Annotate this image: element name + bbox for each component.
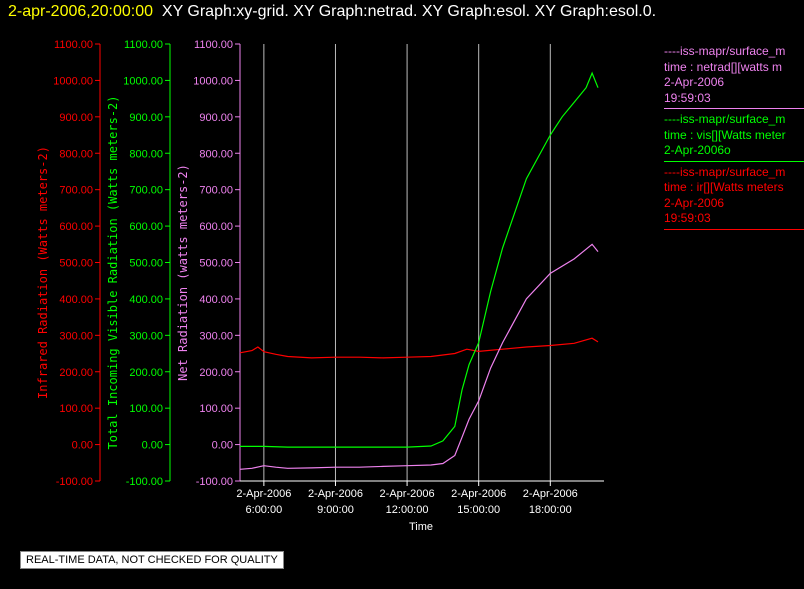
- x-tick-label-date: 2-Apr-2006: [523, 488, 578, 500]
- y-tick-label-ir: 900.00: [59, 112, 93, 124]
- x-axis-title: Time: [409, 521, 433, 533]
- timestamp: 2-apr-2006,20:00:00: [8, 3, 153, 20]
- y-tick-label-net: 900.00: [199, 112, 233, 124]
- series-line-vis: [240, 71, 599, 448]
- y-axis-net: 1100.00 1000.00 900.00 800.00 700.00 600.00 50…: [176, 39, 241, 488]
- y-tick-label-vis: 1000.00: [123, 75, 163, 87]
- legend-entry: ----iss-mapr/surface_m time : netrad[][wa…: [664, 44, 804, 109]
- legend-line: 19:59:03: [664, 90, 711, 105]
- y-tick-label-ir: 700.00: [59, 185, 93, 197]
- legend-line: ----iss-mapr/surface_m: [664, 44, 786, 58]
- x-tick-label-date: 2-Apr-2006: [451, 488, 506, 500]
- x-tick-label-time: 15:00:00: [457, 504, 500, 516]
- y-tick-label-vis: 100.00: [129, 403, 163, 415]
- y-tick-label-vis: 500.00: [129, 258, 163, 270]
- x-tick-label-time: 6:00:00: [246, 504, 283, 516]
- y-tick-label-ir: 0.00: [72, 440, 93, 452]
- y-tick-label-net: 200.00: [199, 367, 233, 379]
- y-tick-label-vis: 700.00: [129, 185, 163, 197]
- y-tick-label-ir: 500.00: [59, 258, 93, 270]
- y-tick-label-net: -100.00: [196, 476, 233, 488]
- y-tick-label-net: 800.00: [199, 148, 233, 160]
- series-line-ir: [239, 337, 599, 359]
- quality-notice: REAL-TIME DATA, NOT CHECKED FOR QUALITY: [20, 551, 284, 569]
- y-tick-label-vis: -100.00: [126, 476, 163, 488]
- legend-entry: ----iss-mapr/surface_m time : vis[][Watts…: [664, 112, 804, 162]
- x-tick-label-time: 9:00:00: [317, 504, 354, 516]
- y-tick-label-ir: 1100.00: [54, 39, 93, 51]
- x-tick-label-time: 18:00:00: [529, 504, 572, 516]
- legend-line: 19:59:03: [664, 211, 711, 225]
- y-tick-label-vis: 200.00: [129, 367, 163, 379]
- y-tick-label-net: 0.00: [212, 440, 233, 452]
- legend-line: time : vis[][Watts meter: [664, 127, 786, 142]
- y-tick-label-net: 1000.00: [193, 75, 233, 87]
- y-axis-ir: 1100.00 1000.00 900.00 800.00 700.00 600.00 50…: [36, 39, 101, 488]
- y-axis-title-ir: Infrared Radiation (Watts meters-2): [36, 146, 50, 399]
- y-tick-label-vis: 300.00: [129, 330, 163, 342]
- legend-line: ----iss-mapr/surface_m: [664, 112, 786, 126]
- y-tick-label-ir: 100.00: [59, 403, 93, 415]
- y-tick-label-vis: 1100.00: [124, 39, 163, 51]
- y-tick-label-ir: 1000.00: [53, 75, 93, 87]
- y-axis-title-vis: Total Incoming Visible Radiation (Watts …: [106, 95, 120, 449]
- y-tick-label-net: 100.00: [199, 403, 233, 415]
- graph-titles: XY Graph:xy-grid. XY Graph:netrad. XY Gr…: [161, 3, 657, 20]
- legend-line: 2-Apr-2006: [664, 195, 725, 210]
- legend-entry: ----iss-mapr/surface_m time : ir[][Watts …: [664, 165, 804, 230]
- legend: ----iss-mapr/surface_m time : netrad[][wa…: [664, 44, 804, 233]
- legend-line: ----iss-mapr/surface_m: [664, 164, 786, 179]
- y-tick-label-vis: 400.00: [129, 294, 163, 306]
- y-tick-label-ir: 800.00: [59, 148, 93, 160]
- y-tick-label-net: 1100.00: [194, 39, 233, 51]
- legend-line: 2-Apr-2006: [664, 75, 725, 89]
- y-tick-label-ir: 300.00: [59, 330, 93, 342]
- y-axis-title-net: Net Radiation (watts meters-2): [176, 164, 190, 381]
- y-tick-label-vis: 900.00: [129, 112, 163, 124]
- y-axis-vis: 1100.00 1000.00 900.00 800.00 700.00 600.00 50…: [106, 39, 171, 488]
- y-tick-label-vis: 800.00: [129, 148, 163, 160]
- y-tick-label-vis: 0.00: [142, 440, 163, 452]
- y-tick-label-ir: 400.00: [59, 294, 93, 306]
- series-line-net: [239, 243, 599, 470]
- y-tick-label-vis: 600.00: [129, 221, 163, 233]
- y-tick-label-ir: 200.00: [59, 367, 93, 379]
- legend-line: time : netrad[][watts m: [664, 59, 783, 74]
- x-tick-label-date: 2-Apr-2006: [308, 488, 363, 500]
- y-tick-label-net: 600.00: [199, 221, 233, 233]
- y-tick-label-ir: -100.00: [56, 476, 93, 488]
- y-tick-label-net: 300.00: [199, 330, 233, 342]
- legend-line: 2-Apr-2006o: [664, 143, 731, 157]
- x-tick-label-date: 2-Apr-2006: [236, 488, 291, 500]
- graph-header: 2-apr-2006,20:00:00 XY Graph:xy-grid. XY…: [8, 3, 656, 21]
- y-tick-label-net: 500.00: [199, 258, 233, 270]
- y-tick-label-net: 700.00: [199, 185, 233, 197]
- y-tick-label-ir: 600.00: [59, 221, 93, 233]
- legend-line: time : ir[][Watts meters: [664, 180, 784, 194]
- x-tick-label-date: 2-Apr-2006: [380, 488, 435, 500]
- x-tick-label-time: 12:00:00: [386, 504, 429, 516]
- y-tick-label-net: 400.00: [199, 294, 233, 306]
